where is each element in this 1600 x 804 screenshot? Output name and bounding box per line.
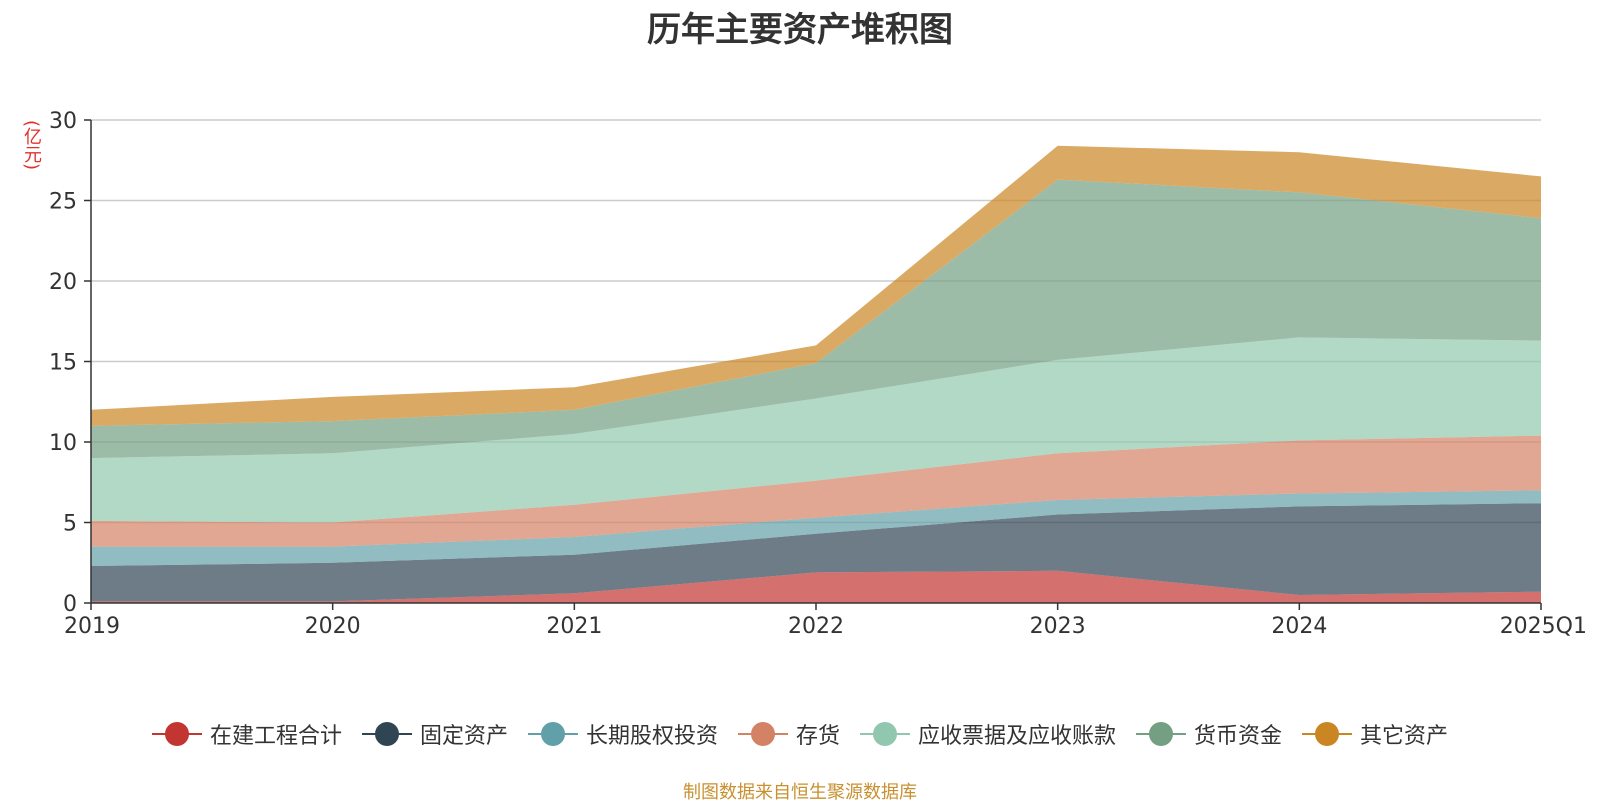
chart-title: 历年主要资产堆积图 [647,10,953,50]
legend-label: 其它资产 [1360,724,1449,749]
legend-label: 固定资产 [419,724,508,749]
legend-marker-icon [737,722,788,746]
chart-plot: 0 5 10 15 20 25 30 2019 2020 2021 2022 2023 2024 2025… [49,109,1587,639]
legend-item[interactable]: 在建工程合计 [151,718,342,750]
legend-label: 存货 [795,724,840,749]
x-tick-label: 2019 [64,614,120,639]
x-tick-label: 2022 [788,614,844,639]
area-series-3 [91,435,1541,547]
legend-label: 货币资金 [1194,724,1283,749]
legend-item[interactable]: 货币资金 [1136,718,1282,750]
y-tick-label: 25 [49,190,77,215]
legend-item[interactable]: 存货 [737,718,840,750]
y-axis-unit-label: (亿元) [21,120,42,171]
legend-marker-icon [361,722,412,746]
x-tick-label: 2025Q1 [1500,614,1587,639]
legend-marker-icon [860,722,910,746]
area-series-6 [91,145,1541,426]
stacked-areas [91,145,1541,603]
legend: 在建工程合计 固定资产 长期股权投资 存货 应收票据及应收账款 货币资金 其它资产 [0,718,1600,750]
x-tick-label: 2020 [305,614,361,639]
x-tick-label: 2023 [1030,614,1086,639]
legend-marker-icon [1302,722,1353,746]
legend-marker-icon [527,722,578,746]
area-series-1 [91,503,1541,602]
legend-item[interactable]: 长期股权投资 [527,718,718,750]
area-series-5 [91,179,1541,459]
y-tick-label: 0 [63,592,77,617]
x-tick-label: 2021 [546,614,602,639]
legend-item[interactable]: 其它资产 [1302,718,1448,750]
legend-item[interactable]: 固定资产 [361,718,508,750]
area-series-0 [91,570,1541,603]
x-tick-label: 2024 [1271,614,1327,639]
y-tick-label: 20 [49,270,77,295]
legend-label: 在建工程合计 [209,724,342,749]
axes: 0 5 10 15 20 25 30 2019 2020 2021 2022 2023 2024 2025… [49,109,1587,639]
area-series-2 [91,490,1541,566]
legend-marker-icon [1136,722,1187,746]
legend-marker-icon [151,722,202,746]
y-tick-label: 15 [49,351,77,376]
source-note: 制图数据来自恒生聚源数据库 [683,782,917,803]
y-tick-label: 5 [63,512,77,537]
legend-item[interactable]: 应收票据及应收账款 [860,718,1116,750]
legend-label: 长期股权投资 [585,724,718,749]
area-series-4 [91,337,1541,523]
legend-label: 应收票据及应收账款 [918,724,1117,749]
y-tick-label: 10 [49,431,77,456]
y-tick-label: 30 [49,109,77,134]
